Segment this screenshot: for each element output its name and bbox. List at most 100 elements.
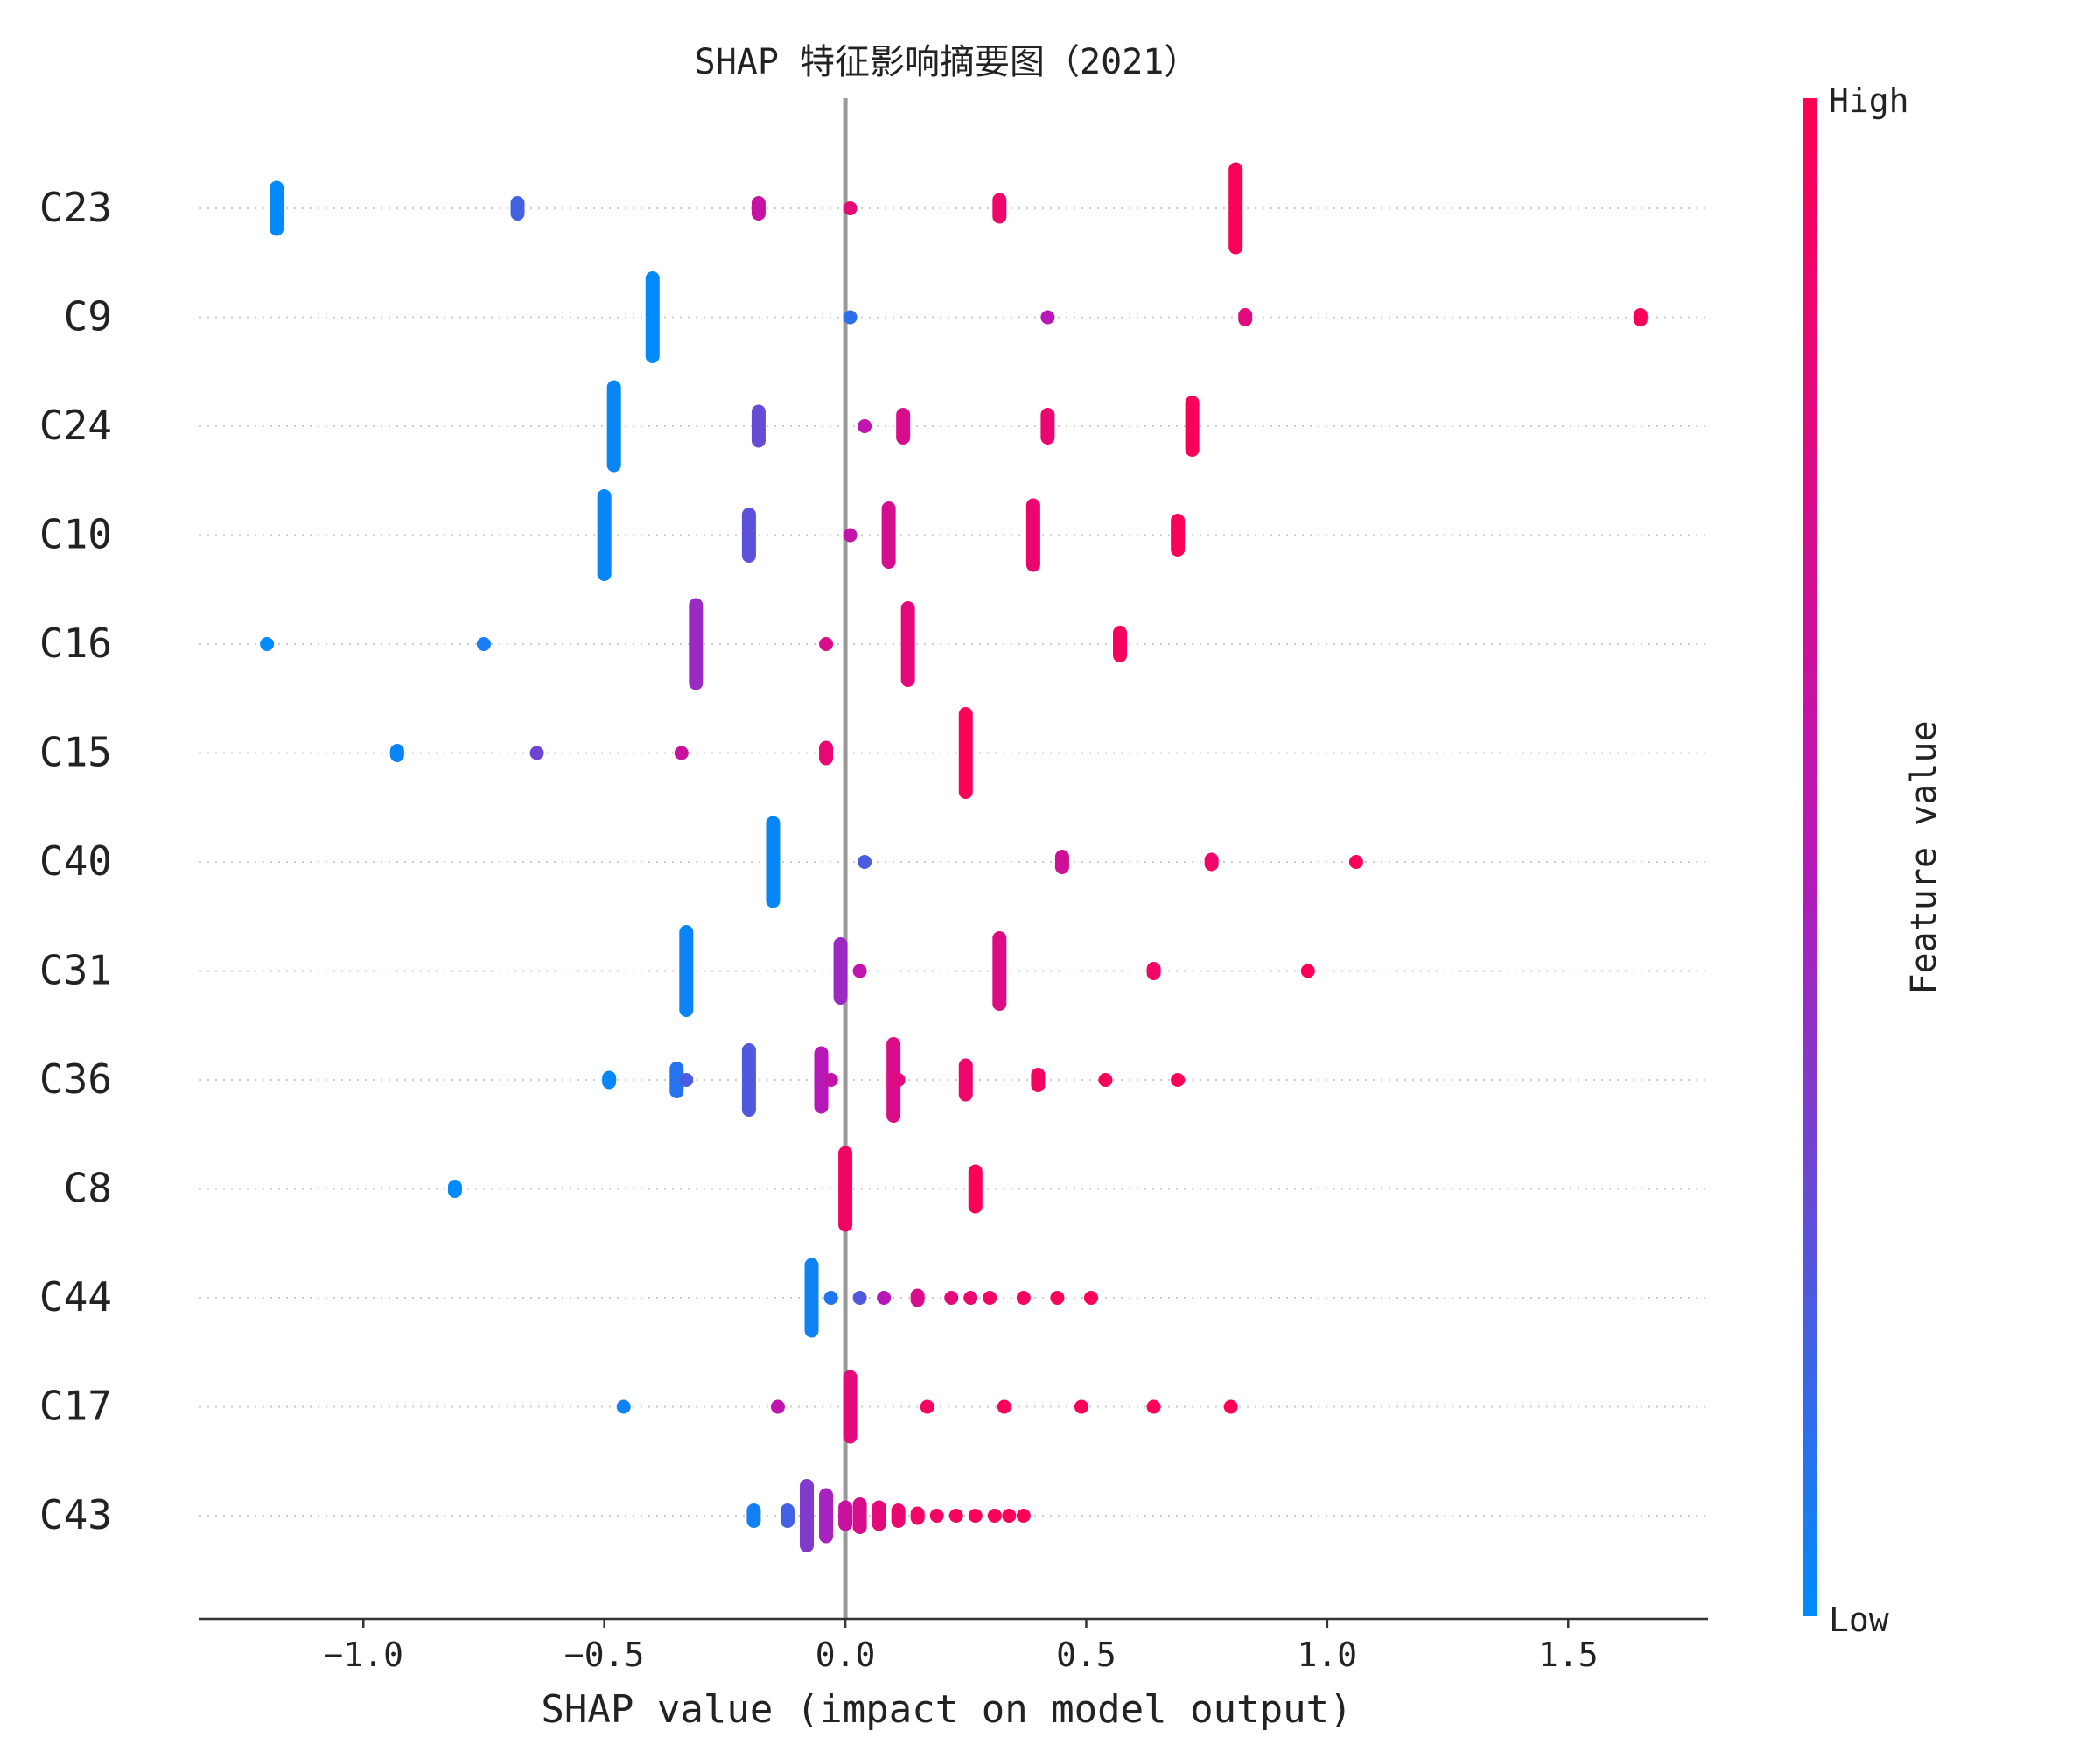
- point-c23-3: [843, 201, 858, 215]
- chart-title: SHAP 特征影响摘要图（2021）: [695, 42, 1200, 82]
- point-c24-1: [751, 404, 766, 448]
- x-axis-ticks: −1.0 −0.5 0.0 0.5 1.0 1.5: [324, 1619, 1599, 1674]
- point-c8-2: [968, 1164, 983, 1214]
- point-c43-3: [819, 1488, 834, 1544]
- point-c43-2: [800, 1479, 815, 1552]
- point-c40-3: [1204, 852, 1219, 872]
- point-c36-7: [891, 1073, 906, 1087]
- point-c44-8: [1016, 1291, 1031, 1305]
- feature-label-c9: C9: [64, 293, 112, 340]
- colorbar-label: Feature value: [1904, 720, 1944, 994]
- feature-label-c24: C24: [39, 402, 112, 449]
- point-c16-5: [1113, 626, 1128, 662]
- point-c24-2: [858, 419, 872, 433]
- x-tick-label-4: 1.0: [1298, 1636, 1358, 1674]
- point-c8-0: [447, 1180, 462, 1198]
- point-c23-0: [270, 180, 284, 236]
- point-c17-1: [770, 1399, 785, 1414]
- point-c40-0: [766, 816, 780, 908]
- point-c17-2: [843, 1370, 858, 1444]
- point-c10-0: [597, 489, 612, 581]
- point-c17-5: [1074, 1399, 1088, 1414]
- point-c40-2: [1054, 850, 1069, 874]
- feature-labels: C23 C9 C24 C10 C16 C15 C40 C31 C36 C8 C44 C17 C43: [39, 184, 112, 1538]
- x-tick-label-0: −1.0: [324, 1636, 404, 1674]
- point-c24-0: [606, 380, 621, 473]
- point-c31-3: [992, 931, 1007, 1011]
- point-c10-3: [881, 501, 896, 569]
- point-c43-10: [948, 1509, 963, 1523]
- feature-label-c40: C40: [39, 837, 112, 885]
- point-c17-0: [616, 1399, 631, 1414]
- point-c15-4: [958, 707, 973, 799]
- point-c44-9: [1050, 1291, 1065, 1305]
- point-c43-13: [1002, 1509, 1017, 1523]
- point-c10-2: [843, 528, 858, 543]
- feature-label-c36: C36: [39, 1055, 112, 1103]
- point-c36-1: [669, 1062, 684, 1098]
- point-c43-1: [780, 1503, 794, 1528]
- point-c36-8: [958, 1058, 973, 1102]
- point-c17-6: [1146, 1399, 1161, 1414]
- point-c36-11: [1171, 1073, 1186, 1087]
- point-c44-0: [804, 1258, 819, 1338]
- x-tick-label-1: −0.5: [564, 1636, 645, 1674]
- colorbar-low-label: Low: [1829, 1601, 1889, 1639]
- point-c31-4: [1146, 962, 1161, 980]
- x-tick-label-2: 0.0: [816, 1636, 876, 1674]
- point-c36-4: [814, 1046, 829, 1114]
- point-c43-4: [838, 1500, 853, 1531]
- point-c10-4: [1026, 498, 1040, 572]
- feature-label-c10: C10: [39, 511, 112, 558]
- x-tick-label-3: 0.5: [1056, 1636, 1116, 1674]
- feature-label-c43: C43: [39, 1491, 112, 1538]
- point-c15-1: [529, 746, 544, 760]
- point-c23-2: [751, 196, 766, 221]
- point-c36-9: [1031, 1068, 1046, 1092]
- point-c16-4: [900, 601, 915, 687]
- colorbar-high-label: High: [1829, 81, 1909, 120]
- point-c43-0: [746, 1503, 761, 1528]
- point-c40-1: [858, 855, 872, 869]
- point-c31-2: [852, 964, 867, 978]
- x-axis-label: SHAP value (impact on model output): [541, 1687, 1352, 1732]
- point-c10-1: [741, 508, 756, 563]
- data-points: [260, 162, 1648, 1552]
- point-c31-5: [1300, 964, 1315, 978]
- point-c15-3: [819, 740, 834, 766]
- point-c43-11: [968, 1509, 983, 1523]
- point-c17-7: [1223, 1399, 1238, 1414]
- feature-label-c8: C8: [64, 1165, 112, 1212]
- point-c9-1: [843, 310, 858, 325]
- point-c9-0: [645, 271, 660, 363]
- point-c9-4: [1633, 308, 1648, 326]
- point-c43-6: [872, 1500, 886, 1531]
- point-c24-3: [896, 408, 911, 445]
- point-c24-4: [1040, 408, 1055, 445]
- point-c44-1: [823, 1291, 838, 1305]
- point-c17-4: [997, 1399, 1012, 1414]
- point-c43-9: [929, 1509, 944, 1523]
- point-c9-3: [1238, 308, 1253, 326]
- feature-gridlines: [200, 207, 1708, 1517]
- point-c44-6: [963, 1291, 978, 1305]
- point-c16-2: [689, 598, 704, 690]
- point-c36-3: [741, 1043, 756, 1117]
- point-c36-2: [679, 1073, 694, 1087]
- point-c44-7: [983, 1291, 998, 1305]
- point-c43-5: [852, 1497, 867, 1534]
- x-tick-label-5: 1.5: [1538, 1636, 1599, 1674]
- point-c23-5: [1228, 162, 1243, 255]
- point-c15-0: [389, 744, 404, 762]
- point-c44-3: [877, 1291, 892, 1305]
- point-c36-5: [823, 1073, 838, 1087]
- point-c43-8: [910, 1506, 925, 1525]
- colorbar: [1802, 98, 1817, 1616]
- point-c16-3: [819, 637, 834, 651]
- point-c23-4: [992, 193, 1007, 224]
- point-c44-10: [1083, 1291, 1098, 1305]
- feature-label-c44: C44: [39, 1273, 112, 1321]
- point-c44-2: [852, 1291, 867, 1305]
- point-c43-12: [987, 1509, 1002, 1523]
